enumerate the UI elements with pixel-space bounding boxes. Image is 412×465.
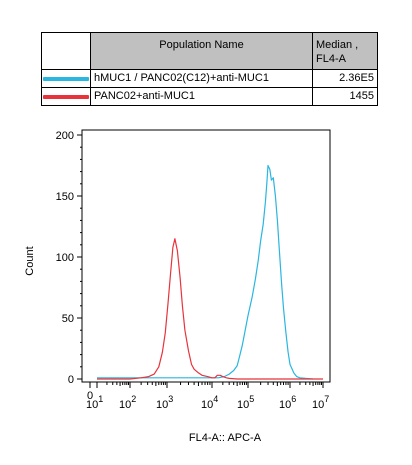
y-axis-label: Count bbox=[24, 246, 36, 275]
x-tick-base: 10 bbox=[312, 399, 324, 411]
legend-row-panc02: PANC02+anti-MUC1 1455 bbox=[41, 87, 378, 106]
legend-name-hmuc1: hMUC1 / PANC02(C12)+anti-MUC1 bbox=[90, 69, 313, 88]
median-header-label: Median , FL4-A bbox=[316, 39, 359, 65]
legend-row-hmuc1: hMUC1 / PANC02(C12)+anti-MUC1 2.36E5 bbox=[41, 69, 378, 88]
x-axis-label: FL4-A:: APC-A bbox=[189, 432, 262, 444]
legend-header-row: Population Name Median , FL4-A bbox=[41, 32, 378, 70]
legend-name-panc02: PANC02+anti-MUC1 bbox=[90, 87, 313, 106]
x-tick-label: 105 bbox=[237, 394, 254, 411]
x-tick-exponent: 4 bbox=[213, 394, 218, 404]
x-tick-label: 102 bbox=[119, 394, 136, 411]
y-axis: 0 50 100 150 200 bbox=[56, 130, 82, 386]
plot-border bbox=[81, 129, 331, 383]
y-tick-label: 150 bbox=[56, 191, 74, 203]
x-tick-exponent: 1 bbox=[98, 394, 103, 404]
swatch-line-icon bbox=[43, 94, 89, 99]
legend-table: Population Name Median , FL4-A hMUC1 / P… bbox=[41, 32, 378, 106]
x-tick-exponent: 5 bbox=[249, 394, 254, 404]
median-header: Median , FL4-A bbox=[312, 32, 378, 70]
legend-swatch-panc02 bbox=[41, 87, 91, 106]
x-tick-exponent: 3 bbox=[168, 394, 173, 404]
x-tick-label: 103 bbox=[156, 394, 173, 411]
y-tick-label: 0 bbox=[68, 374, 74, 386]
legend-value-panc02: 1455 bbox=[312, 87, 378, 106]
y-tick-label: 50 bbox=[62, 313, 74, 325]
plot-frame bbox=[81, 129, 331, 383]
series-layer bbox=[97, 164, 323, 380]
y-tick-label: 100 bbox=[56, 252, 74, 264]
x-tick-base: 10 bbox=[237, 399, 249, 411]
x-tick-base: 10 bbox=[86, 399, 98, 411]
x-tick-base: 10 bbox=[119, 399, 131, 411]
swatch-line-icon bbox=[43, 76, 89, 81]
series-line-panc02 bbox=[97, 238, 323, 380]
x-tick-exponent: 2 bbox=[131, 394, 136, 404]
x-tick-base: 10 bbox=[201, 399, 213, 411]
x-tick-label: 106 bbox=[279, 394, 296, 411]
x-tick-base: 10 bbox=[279, 399, 291, 411]
population-name-header: Population Name bbox=[90, 32, 313, 70]
x-tick-label: 101 bbox=[86, 394, 103, 411]
y-tick-label: 200 bbox=[56, 130, 74, 142]
series-line-hmuc1 bbox=[97, 164, 314, 380]
x-zero-label: 0 bbox=[87, 390, 93, 402]
x-tick-label: 104 bbox=[201, 394, 218, 411]
x-tick-label: 107 bbox=[312, 394, 329, 411]
x-tick-base: 10 bbox=[156, 399, 168, 411]
x-tick-exponent: 7 bbox=[324, 394, 329, 404]
x-tick-exponent: 6 bbox=[291, 394, 296, 404]
